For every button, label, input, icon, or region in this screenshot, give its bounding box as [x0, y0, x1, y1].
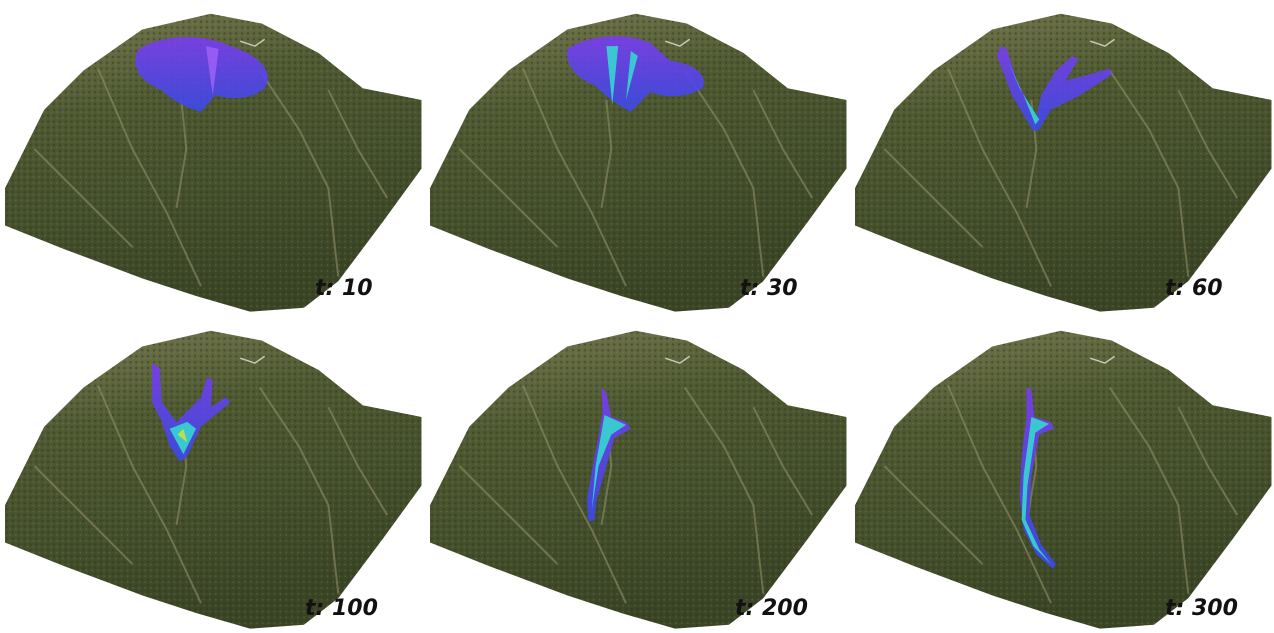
figure: t: 10 t: 30 t: 60 t: 100 t: 200 t: 300: [0, 0, 1274, 633]
time-label: t: 300: [1165, 596, 1238, 621]
terrain-texture: [855, 331, 1272, 629]
terrain-texture: [5, 331, 422, 629]
time-label: t: 30: [740, 276, 798, 301]
panel-image: [855, 14, 1272, 312]
panel-grid: t: 10 t: 30 t: 60 t: 100 t: 200 t: 300: [0, 0, 1274, 633]
panel-image: [5, 331, 422, 629]
panel-image: [430, 14, 847, 312]
panel-image: [855, 331, 1272, 629]
time-label: t: 10: [315, 276, 373, 301]
terrain-texture: [430, 331, 847, 629]
time-label: t: 100: [305, 596, 378, 621]
time-label: t: 60: [1165, 276, 1223, 301]
terrain-texture: [855, 14, 1272, 312]
panel-image: [430, 331, 847, 629]
panel-image: [5, 14, 422, 312]
time-label: t: 200: [735, 596, 808, 621]
